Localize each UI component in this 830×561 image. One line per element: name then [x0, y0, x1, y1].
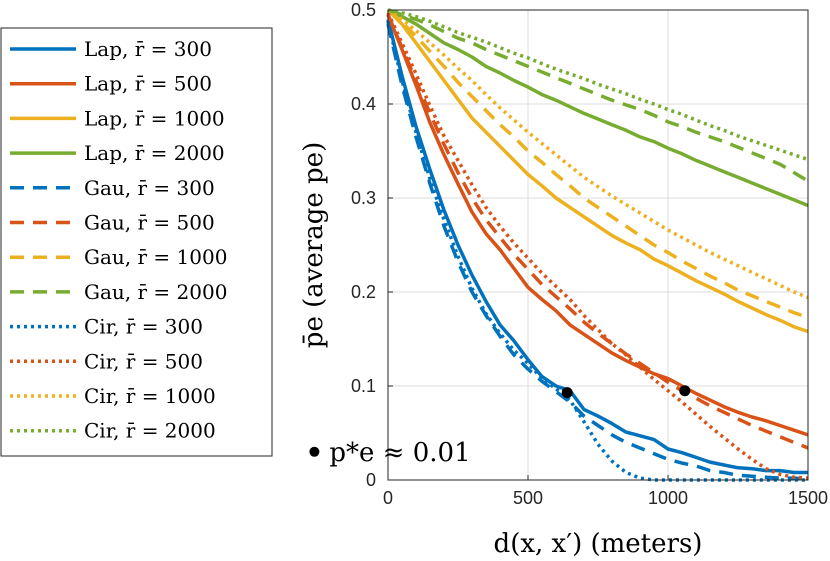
legend-item: Lap, r̄ = 500: [10, 72, 212, 96]
annotation-dot: [309, 446, 320, 457]
legend-label: Cir, r̄ = 2000: [84, 419, 216, 443]
gridlines: [388, 10, 808, 480]
series-line-3: [386, 8, 809, 334]
x-axis-label: d(x, x′) (meters): [494, 529, 703, 559]
y-tick-label: 0.4: [351, 94, 376, 114]
legend-label: Lap, r̄ = 1000: [84, 106, 225, 130]
y-tick-label: 0: [366, 470, 376, 490]
series-line-8: [387, 8, 809, 183]
annotation: p*e ≈ 0.01: [309, 438, 471, 468]
legend-item: Lap, r̄ = 1000: [10, 106, 225, 130]
x-axis-ticks: 0 500 1000 1500: [383, 475, 828, 508]
series-line-10: [386, 12, 809, 480]
legend-item: Gau, r̄ = 500: [10, 211, 215, 235]
legend-item: Lap, r̄ = 300: [10, 37, 212, 61]
legend-item: Cir, r̄ = 300: [10, 315, 203, 339]
y-tick-label: 0.3: [351, 188, 376, 208]
legend-label: Cir, r̄ = 1000: [84, 384, 216, 408]
series-line-4: [387, 8, 809, 208]
x-tick-label: 1500: [788, 488, 828, 508]
legend: Lap, r̄ = 300 Lap, r̄ = 500 Lap, r̄ = 1000…: [0, 27, 273, 457]
legend-label: Cir, r̄ = 300: [84, 315, 203, 339]
y-tick-label: 0.2: [351, 282, 376, 302]
threshold-marker: [679, 385, 691, 397]
series-line-9: [386, 20, 808, 482]
x-tick-label: 0: [383, 488, 393, 508]
y-axis-ticks: 0 0.1 0.2 0.3 0.4 0.5: [351, 0, 393, 490]
y-axis-label: p̄e (average pe): [299, 142, 329, 348]
legend-label: Cir, r̄ = 500: [84, 349, 203, 373]
legend-item: Cir, r̄ = 500: [10, 349, 203, 373]
legend-label: Gau, r̄ = 500: [84, 211, 215, 235]
series-line-1: [386, 18, 808, 475]
y-tick-label: 0.5: [351, 0, 376, 20]
legend-item: Cir, r̄ = 2000: [10, 419, 216, 443]
legend-box: [0, 27, 273, 457]
legend-item: Gau, r̄ = 2000: [10, 280, 227, 304]
series-line-12: [387, 8, 809, 162]
legend-label: Gau, r̄ = 1000: [84, 245, 227, 269]
legend-item: Cir, r̄ = 1000: [10, 384, 216, 408]
plot-frame: [387, 9, 809, 481]
annotation-text: p*e ≈ 0.01: [329, 438, 470, 468]
legend-label: Gau, r̄ = 2000: [84, 280, 227, 304]
legend-item: Gau, r̄ = 1000: [10, 245, 227, 269]
y-tick-label: 0.1: [351, 376, 376, 396]
legend-label: Lap, r̄ = 2000: [84, 141, 225, 165]
x-tick-label: 1000: [648, 488, 688, 508]
legend-item: Lap, r̄ = 2000: [10, 141, 225, 165]
legend-label: Lap, r̄ = 500: [84, 72, 212, 96]
legend-label: Lap, r̄ = 300: [84, 37, 212, 61]
threshold-markers: [561, 385, 691, 399]
series-line-6: [386, 14, 809, 450]
legend-item: Gau, r̄ = 300: [10, 176, 215, 200]
series-line-2: [386, 14, 809, 437]
series-line-11: [387, 8, 809, 300]
threshold-marker: [561, 387, 573, 399]
series-line-7: [386, 8, 809, 320]
series-lines: [386, 8, 809, 482]
series-line-5: [386, 23, 809, 481]
legend-entries: Lap, r̄ = 300 Lap, r̄ = 500 Lap, r̄ = 1000…: [10, 37, 227, 443]
x-tick-label: 500: [513, 488, 543, 508]
legend-label: Gau, r̄ = 300: [84, 176, 215, 200]
